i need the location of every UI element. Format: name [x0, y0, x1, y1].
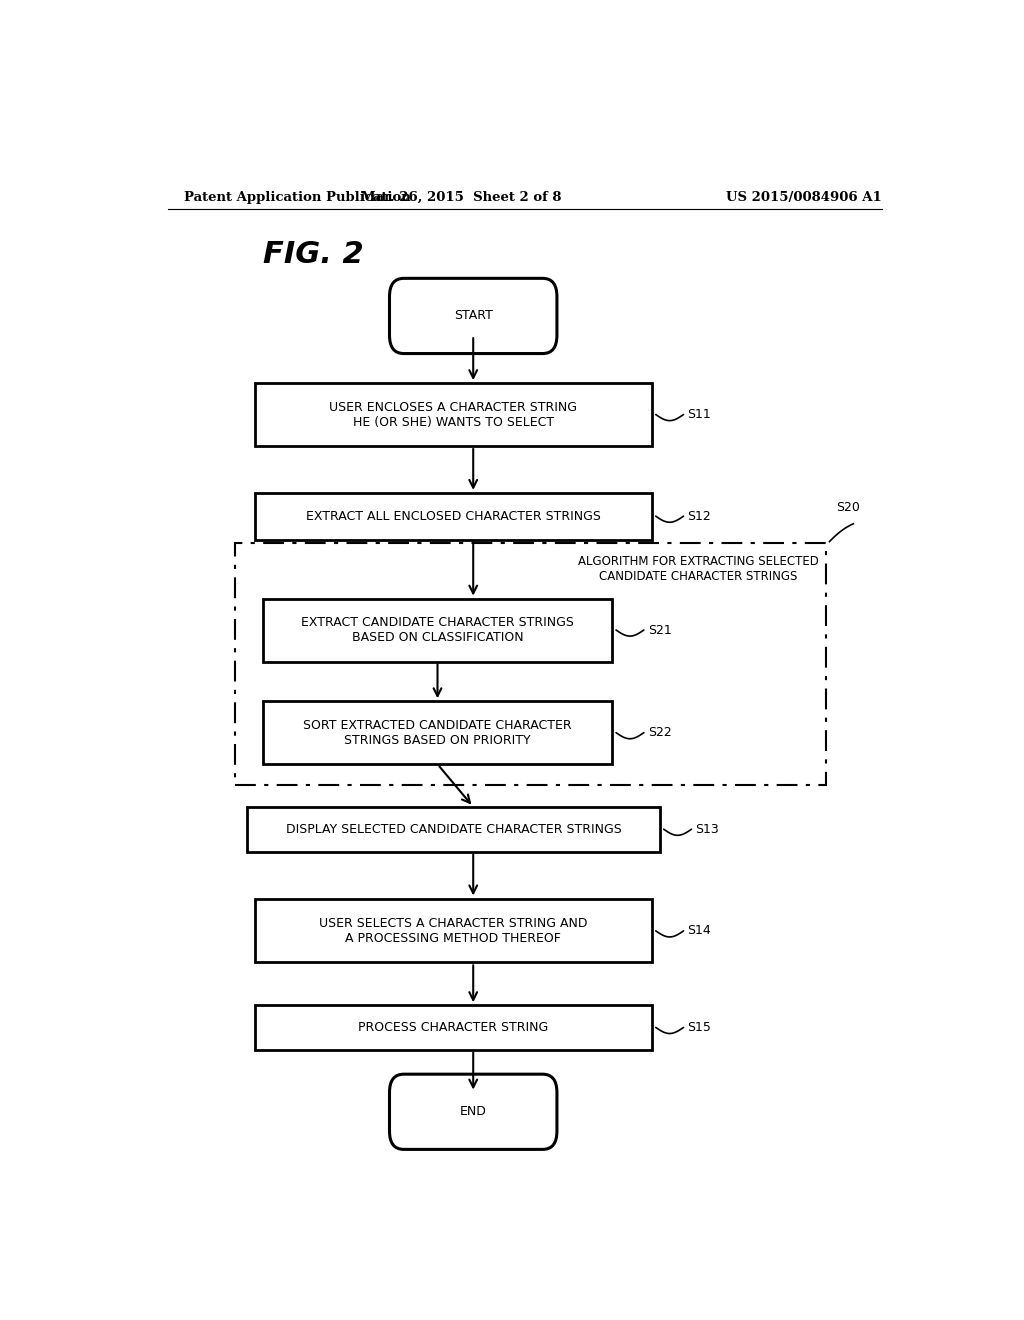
- Text: Mar. 26, 2015  Sheet 2 of 8: Mar. 26, 2015 Sheet 2 of 8: [361, 190, 561, 203]
- Text: DISPLAY SELECTED CANDIDATE CHARACTER STRINGS: DISPLAY SELECTED CANDIDATE CHARACTER STR…: [286, 822, 622, 836]
- Text: SORT EXTRACTED CANDIDATE CHARACTER
STRINGS BASED ON PRIORITY: SORT EXTRACTED CANDIDATE CHARACTER STRIN…: [303, 718, 571, 747]
- Text: FIG. 2: FIG. 2: [263, 240, 364, 269]
- Text: S14: S14: [687, 924, 712, 937]
- Text: END: END: [460, 1105, 486, 1118]
- Bar: [263, 701, 612, 764]
- Text: S11: S11: [687, 408, 712, 421]
- Bar: [255, 1005, 651, 1049]
- Text: US 2015/0084906 A1: US 2015/0084906 A1: [726, 190, 882, 203]
- Text: PROCESS CHARACTER STRING: PROCESS CHARACTER STRING: [358, 1020, 549, 1034]
- Text: START: START: [454, 309, 493, 322]
- Bar: [263, 598, 612, 661]
- Text: USER ENCLOSES A CHARACTER STRING
HE (OR SHE) WANTS TO SELECT: USER ENCLOSES A CHARACTER STRING HE (OR …: [330, 400, 578, 429]
- FancyBboxPatch shape: [389, 279, 557, 354]
- Text: S13: S13: [695, 822, 719, 836]
- Text: USER SELECTS A CHARACTER STRING AND
A PROCESSING METHOD THEREOF: USER SELECTS A CHARACTER STRING AND A PR…: [319, 917, 588, 945]
- Bar: [255, 383, 651, 446]
- Text: S12: S12: [687, 510, 712, 523]
- Text: S21: S21: [648, 623, 672, 636]
- Bar: [247, 807, 659, 851]
- Text: Patent Application Publication: Patent Application Publication: [183, 190, 411, 203]
- Text: ALGORITHM FOR EXTRACTING SELECTED
CANDIDATE CHARACTER STRINGS: ALGORITHM FOR EXTRACTING SELECTED CANDID…: [578, 554, 818, 583]
- Bar: [236, 543, 826, 784]
- Text: S15: S15: [687, 1020, 712, 1034]
- FancyBboxPatch shape: [389, 1074, 557, 1150]
- Bar: [255, 492, 651, 540]
- Bar: [255, 899, 651, 962]
- Text: S22: S22: [648, 726, 672, 739]
- Text: EXTRACT ALL ENCLOSED CHARACTER STRINGS: EXTRACT ALL ENCLOSED CHARACTER STRINGS: [306, 510, 601, 523]
- Text: EXTRACT CANDIDATE CHARACTER STRINGS
BASED ON CLASSIFICATION: EXTRACT CANDIDATE CHARACTER STRINGS BASE…: [301, 616, 573, 644]
- Text: S20: S20: [836, 502, 860, 515]
